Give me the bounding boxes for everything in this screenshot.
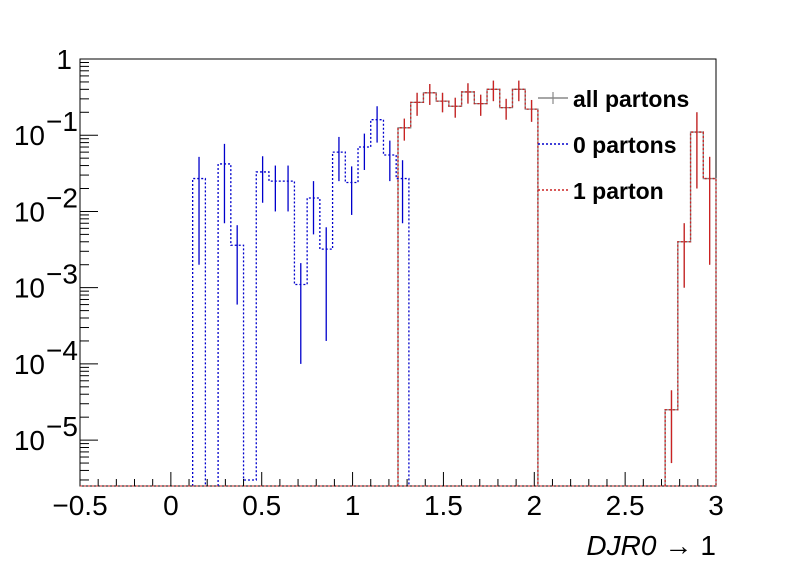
- legend: all partons 0 partons 1 parton: [538, 86, 689, 204]
- x-tick-label: −0.5: [52, 490, 107, 521]
- x-axis-title-var: DJR0: [586, 530, 656, 561]
- legend-label-0-partons: 0 partons: [573, 132, 677, 158]
- x-axis-title: DJR0 → 1: [586, 530, 716, 561]
- y-tick-label: 10: [14, 273, 45, 304]
- y-tick-exponent: −1: [46, 106, 78, 137]
- y-tick-label: 10: [14, 120, 45, 151]
- x-tick-label: 1.5: [424, 490, 463, 521]
- y-tick-label: 10: [14, 349, 45, 380]
- histogram-series: [80, 80, 717, 487]
- y-tick-label: 10: [14, 196, 45, 227]
- y-tick-exponent: −4: [46, 335, 78, 366]
- x-tick-label: 2.5: [606, 490, 645, 521]
- x-tick-label: 0.5: [242, 490, 281, 521]
- legend-label-1-parton: 1 parton: [573, 178, 664, 204]
- y-tick-label: 1: [56, 44, 72, 75]
- y-tick-label: 10: [14, 425, 45, 456]
- x-tick-label: 1: [345, 490, 361, 521]
- y-tick-exponent: −5: [46, 411, 78, 442]
- x-axis-title-arrow: →: [664, 530, 692, 561]
- axis-ticks: [79, 58, 717, 486]
- x-axis-title-rest: 1: [700, 530, 716, 561]
- y-tick-exponent: −2: [46, 182, 78, 213]
- x-tick-label: 2: [526, 490, 542, 521]
- y-tick-exponent: −3: [46, 259, 78, 290]
- x-tick-label: 0: [163, 490, 179, 521]
- series-1-parton: [397, 80, 717, 486]
- x-tick-label: 3: [708, 490, 724, 521]
- legend-label-all-partons: all partons: [573, 86, 689, 112]
- series-0-partons: [192, 106, 410, 486]
